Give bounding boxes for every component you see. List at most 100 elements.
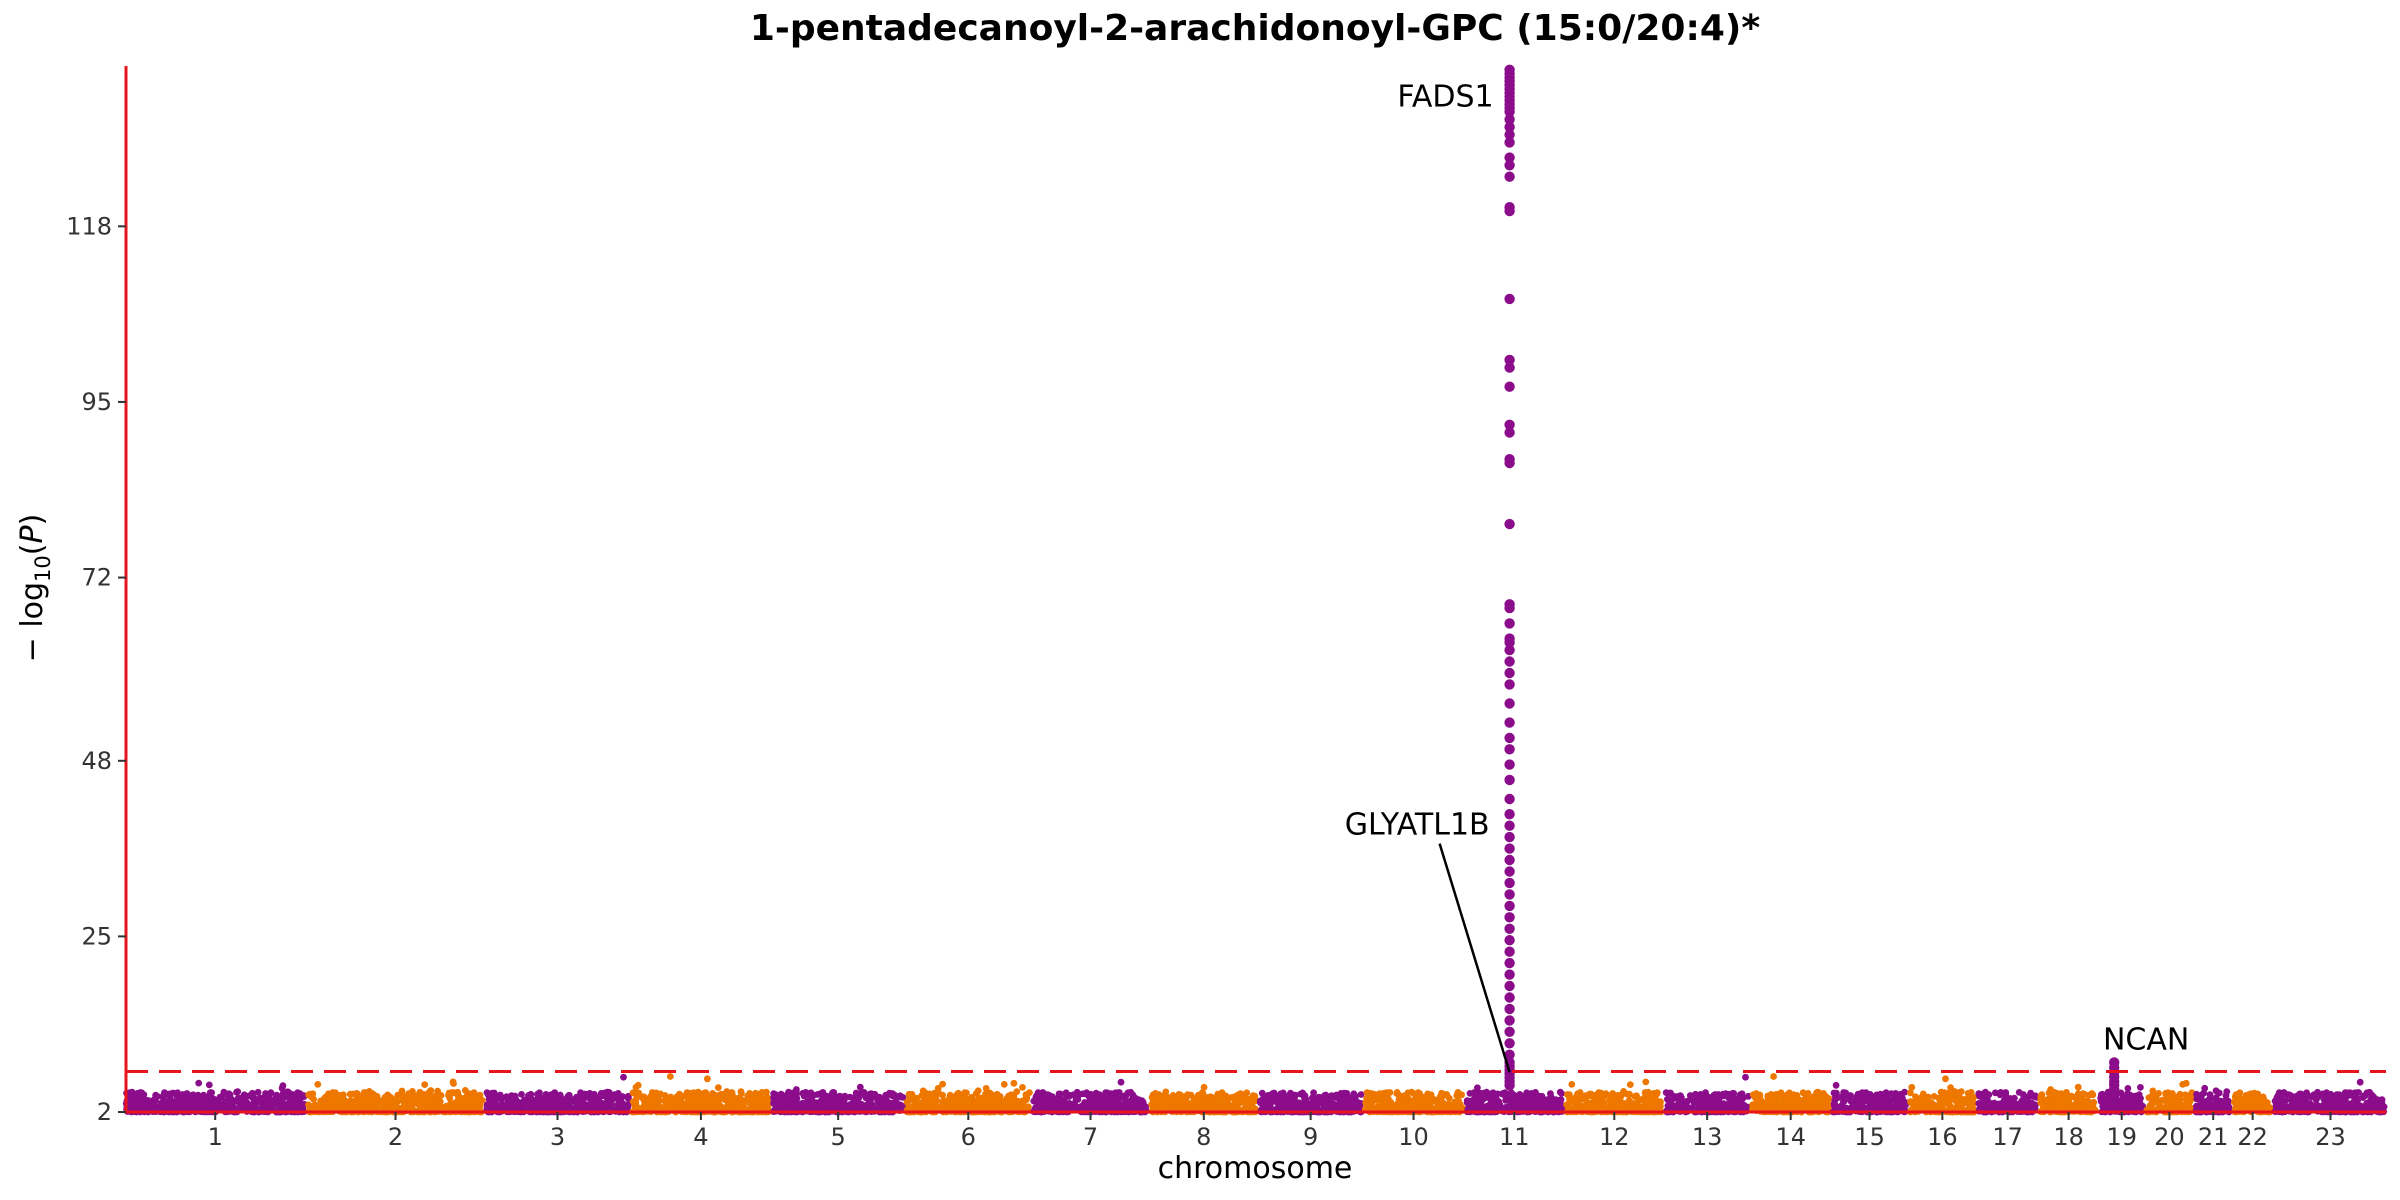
data-point [1801, 1103, 1808, 1110]
data-point [1127, 1088, 1135, 1096]
data-point [697, 1095, 704, 1102]
data-point [1301, 1093, 1309, 1101]
data-point [829, 1089, 837, 1096]
data-point [1810, 1093, 1818, 1101]
data-point [686, 1098, 694, 1105]
data-point [1291, 1091, 1298, 1099]
data-point [270, 1099, 278, 1107]
data-point [1041, 1097, 1049, 1104]
data-point [445, 1092, 452, 1099]
data-point [159, 1092, 167, 1100]
data-point [527, 1100, 535, 1107]
data-point [511, 1092, 519, 1100]
data-point [625, 1095, 632, 1103]
data-point [836, 1092, 844, 1100]
data-point [1343, 1099, 1351, 1107]
data-point [371, 1093, 379, 1101]
data-point [1400, 1092, 1408, 1099]
data-point [1013, 1088, 1021, 1095]
data-point [1820, 1092, 1828, 1099]
data-point [974, 1087, 982, 1095]
data-point [1664, 1090, 1672, 1098]
data-point [874, 1097, 882, 1105]
data-point [1022, 1091, 1030, 1099]
data-point [811, 1099, 818, 1107]
data-point [1645, 1097, 1652, 1104]
data-point [1483, 1088, 1490, 1096]
data-point [629, 1089, 637, 1097]
data-point [1121, 1092, 1129, 1099]
data-point [729, 1099, 736, 1107]
data-point [1642, 1078, 1650, 1086]
data-point [648, 1089, 656, 1096]
data-point [409, 1091, 416, 1098]
data-point [1112, 1100, 1120, 1107]
data-point [1435, 1102, 1443, 1110]
data-point [572, 1099, 580, 1107]
data-point [680, 1093, 687, 1100]
data-point [988, 1095, 996, 1102]
data-point [216, 1093, 224, 1101]
data-point [1019, 1084, 1026, 1091]
data-point [278, 1084, 286, 1092]
data-point [489, 1105, 497, 1112]
data-point [1489, 1095, 1497, 1103]
data-point [661, 1103, 668, 1111]
data-point [1243, 1089, 1251, 1097]
data-point [1416, 1090, 1424, 1097]
data-point [1066, 1100, 1073, 1107]
data-point [1059, 1096, 1066, 1103]
data-point [406, 1100, 414, 1108]
data-point [450, 1089, 458, 1096]
data-point [1312, 1101, 1320, 1109]
data-point [518, 1091, 525, 1098]
data-point [483, 1105, 491, 1112]
data-point [913, 1094, 920, 1102]
data-point [667, 1093, 675, 1101]
data-point [774, 1095, 782, 1102]
data-point [675, 1103, 682, 1110]
data-point [906, 1093, 914, 1101]
data-point [1804, 1090, 1812, 1097]
data-point [1815, 1099, 1822, 1106]
data-point [903, 1098, 911, 1106]
data-point [1175, 1091, 1183, 1098]
data-point [382, 1100, 389, 1108]
data-point [1291, 1097, 1298, 1105]
data-point [1692, 1090, 1699, 1098]
data-point [1057, 1090, 1064, 1098]
data-point [1234, 1092, 1242, 1100]
data-point [339, 1092, 347, 1100]
data-point [1039, 1089, 1046, 1097]
data-point [1626, 1090, 1633, 1098]
data-point [427, 1087, 435, 1094]
data-point [1454, 1089, 1462, 1096]
data-point [1030, 1097, 1038, 1105]
data-point [993, 1090, 1001, 1098]
data-point [1220, 1094, 1227, 1102]
data-point [211, 1099, 218, 1107]
data-point [284, 1092, 291, 1100]
data-point [1263, 1098, 1270, 1105]
data-point [566, 1100, 574, 1107]
data-point [129, 1103, 136, 1111]
data-point [138, 1099, 146, 1107]
data-point [760, 1104, 768, 1111]
data-point [856, 1102, 864, 1110]
data-point [503, 1093, 510, 1100]
data-point [498, 1102, 506, 1109]
data-point [140, 1091, 148, 1098]
data-point [349, 1090, 357, 1098]
data-point [1045, 1091, 1053, 1099]
data-point [131, 1097, 139, 1104]
data-point [262, 1090, 269, 1097]
data-point [632, 1083, 640, 1091]
data-point [398, 1091, 406, 1099]
data-point [1378, 1090, 1385, 1098]
data-point [746, 1090, 753, 1097]
data-point [195, 1079, 203, 1087]
data-point [205, 1081, 213, 1089]
data-point [1777, 1094, 1784, 1102]
data-point [579, 1103, 587, 1110]
data-point [841, 1092, 849, 1100]
